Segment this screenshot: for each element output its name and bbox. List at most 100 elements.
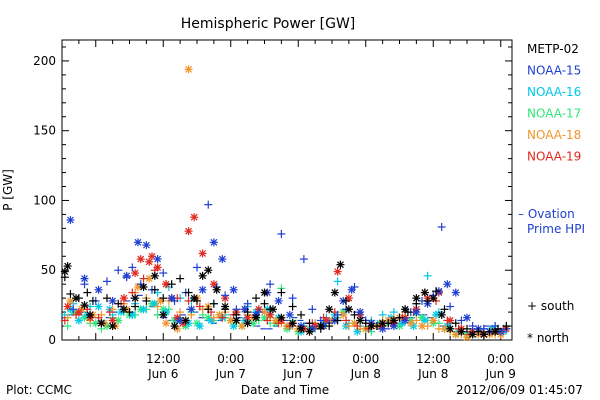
south-point [299, 255, 308, 264]
x-tick-time-label: 0:00 [487, 352, 514, 366]
ovation-legend-line1: – Ovation [518, 207, 575, 221]
north-point [176, 316, 185, 325]
north-point [316, 322, 325, 331]
north-point [330, 288, 339, 297]
south-point [342, 316, 351, 325]
north-point [221, 302, 230, 311]
north-point [451, 288, 460, 297]
north-point [198, 249, 207, 258]
north-point [119, 305, 128, 314]
south-point [308, 305, 317, 314]
south-point [325, 322, 334, 331]
north-point [226, 316, 235, 325]
south-point [288, 294, 297, 303]
south-point [103, 294, 111, 303]
south-point [432, 287, 441, 296]
north-point [463, 313, 471, 322]
south-point [305, 319, 314, 328]
north-point [184, 65, 193, 74]
x-tick-date-label: Jun 8 [417, 367, 448, 381]
x-axis-label: Date and Time [241, 383, 329, 397]
north-point [209, 238, 218, 247]
data-points [60, 65, 511, 342]
y-tick-label: 200 [33, 54, 56, 68]
south-point [342, 296, 351, 305]
north-point [80, 274, 89, 283]
north-point [437, 310, 446, 319]
north-point [429, 294, 438, 303]
y-tick-label: 150 [33, 124, 56, 138]
south-point [333, 277, 342, 286]
south-symbol-key: + south [527, 299, 574, 313]
y-axis-ticks: 0 50 100 150 200 [33, 46, 512, 347]
north-point [86, 310, 95, 319]
north-point [142, 241, 151, 250]
south-point [60, 316, 69, 325]
south-point [159, 269, 168, 278]
legend-item: NOAA-16 [527, 85, 581, 99]
x-tick-time-label: 0:00 [352, 352, 379, 366]
north-point [389, 322, 398, 331]
south-point [142, 296, 151, 305]
north-point [150, 271, 159, 280]
north-point [305, 327, 314, 336]
north-point [198, 285, 207, 294]
x-tick-date-label: Jun 6 [147, 367, 178, 381]
north-point [446, 316, 455, 325]
y-tick-label: 100 [33, 193, 56, 207]
north-point [119, 294, 128, 303]
north-point [63, 262, 72, 271]
north-point [122, 271, 131, 280]
north-point [108, 322, 117, 331]
plot-frame [61, 39, 513, 341]
north-point [333, 267, 342, 276]
north-point [63, 302, 72, 311]
north-point [457, 327, 466, 336]
y-axis-label: P [GW] [1, 169, 15, 211]
legend-item: NOAA-19 [527, 150, 581, 164]
north-point [162, 319, 171, 328]
x-tick-time-label: 12:00 [146, 352, 181, 366]
north-point [108, 296, 117, 305]
north-point [412, 308, 421, 317]
south-point [333, 316, 342, 325]
south-point [83, 288, 92, 297]
north-point [389, 316, 398, 325]
legend-item: NOAA-17 [527, 107, 581, 121]
south-point [277, 229, 286, 238]
x-tick-date-label: Jun 9 [485, 367, 516, 381]
north-point [136, 255, 145, 264]
south-point [451, 319, 460, 328]
north-point [97, 319, 106, 328]
south-point [252, 294, 261, 303]
legend-item: NOAA-18 [527, 128, 581, 142]
north-point [378, 319, 387, 328]
north-point [367, 322, 376, 331]
north-point [232, 316, 241, 325]
south-point [204, 200, 213, 209]
x-tick-time-label: 12:00 [281, 352, 316, 366]
x-tick-date-label: Jun 7 [282, 367, 313, 381]
north-point [94, 285, 103, 294]
north-point [336, 260, 345, 269]
south-point [184, 288, 193, 297]
north-point [72, 294, 81, 303]
north-point [159, 310, 168, 319]
north-point [420, 288, 429, 297]
south-point [114, 299, 123, 308]
south-point [159, 294, 168, 303]
north-point [190, 294, 199, 303]
south-point [437, 222, 446, 231]
north-point [401, 316, 410, 325]
north-symbol-key: * north [527, 331, 569, 345]
south-point [266, 280, 275, 289]
north-point [153, 263, 162, 272]
north-point [268, 305, 277, 314]
north-point [218, 255, 227, 264]
south-point [114, 266, 123, 275]
north-point [344, 305, 353, 314]
north-point [356, 308, 365, 317]
north-point [243, 319, 252, 328]
